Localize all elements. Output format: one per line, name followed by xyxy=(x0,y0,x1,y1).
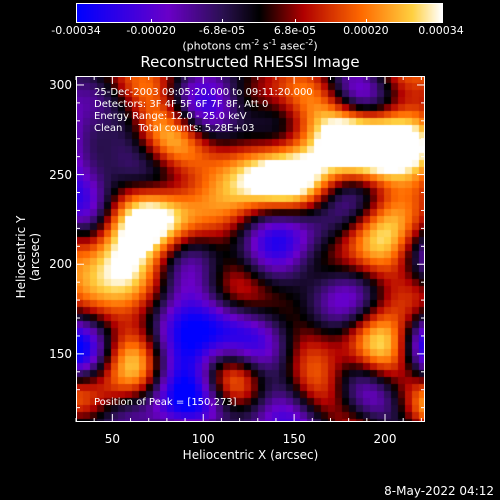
colorbar-tick-mark xyxy=(441,19,442,23)
image-plot: 25-Dec-2003 09:05:20.000 to 09:11:20.000… xyxy=(76,76,425,422)
counts-annotation: Clean Total counts: 5.28E+03 xyxy=(94,123,255,134)
colorbar-tick-mark xyxy=(222,19,223,23)
y-tick-label: 200 xyxy=(49,257,72,272)
colorbar xyxy=(76,3,443,23)
colorbar-tick-label: -0.00020 xyxy=(126,24,176,37)
heatmap-image xyxy=(76,76,425,422)
colorbar-tick-label: 6.8e-05 xyxy=(273,24,317,37)
time-range-annotation: 25-Dec-2003 09:05:20.000 to 09:11:20.000 xyxy=(94,87,313,98)
colorbar-tick-label: -6.8e-05 xyxy=(198,24,246,37)
footer-date: 8-May-2022 04:12 xyxy=(384,484,494,498)
energy-range-annotation: Energy Range: 12.0 - 25.0 keV xyxy=(94,111,247,122)
x-tick-label: 150 xyxy=(282,432,306,446)
colorbar-tick-mark xyxy=(295,19,296,23)
x-axis-label: Heliocentric X (arcsec) xyxy=(182,448,319,462)
colorbar-tick-label: 0.00034 xyxy=(418,24,464,37)
colorbar-tick-mark xyxy=(76,19,77,23)
colorbar-label: (photons cm-2 s-1 asec-2) xyxy=(182,38,318,53)
x-tick-label: 50 xyxy=(104,432,120,446)
colorbar-tick-mark xyxy=(365,19,367,23)
x-tick-label: 200 xyxy=(373,432,397,446)
colorbar-tick-mark xyxy=(151,19,153,23)
peak-position-annotation: Position of Peak = [150,273] xyxy=(94,397,237,408)
detectors-annotation: Detectors: 3F 4F 5F 6F 7F 8F, Att 0 xyxy=(94,99,269,110)
chart-title: Reconstructed RHESSI Image xyxy=(140,53,360,71)
colorbar-tick-label: 0.00020 xyxy=(343,24,389,37)
x-tick-label: 100 xyxy=(191,432,215,446)
y-tick-label: 250 xyxy=(49,167,72,182)
y-tick-label: 150 xyxy=(49,346,72,361)
y-axis-label: Heliocentric Y (arcsec) xyxy=(14,215,42,299)
colorbar-tick-label: -0.00034 xyxy=(51,24,101,37)
y-tick-label: 300 xyxy=(49,77,72,92)
colorbar-gradient xyxy=(77,4,442,22)
